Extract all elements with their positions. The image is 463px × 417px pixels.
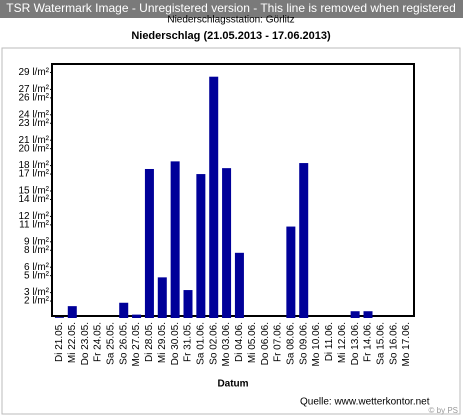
chart-frame <box>1 47 461 415</box>
x-tick-label: Do 13.06. <box>350 322 361 365</box>
x-tick-label: Mo 17.06. <box>401 322 412 366</box>
x-tick-label: Do 30.05. <box>170 322 181 365</box>
x-tick-label: Di 11.06. <box>324 322 335 361</box>
x-tick-label: Mo 10.06. <box>311 322 322 366</box>
bar <box>54 317 64 318</box>
bar <box>350 311 360 318</box>
bar <box>196 174 206 318</box>
x-tick-label: Mi 29.05. <box>157 322 168 363</box>
y-tick-label: 3 l/m² <box>24 287 50 298</box>
y-tick-label: 20 l/m² <box>18 143 49 154</box>
y-tick-label: 12 l/m² <box>18 211 49 222</box>
x-tick-label: Do 23.05. <box>80 322 91 365</box>
x-tick-label: So 09.06. <box>298 322 309 365</box>
y-tick-label: 29 l/m² <box>18 67 49 78</box>
x-tick-label: Fr 24.05. <box>93 322 104 362</box>
y-tick-label: 14 l/m² <box>18 194 49 205</box>
x-axis-title: Datum <box>217 379 248 390</box>
x-tick-label: So 02.06. <box>208 322 219 365</box>
bar <box>67 306 77 318</box>
chart-title: Niederschlag (21.05.2013 - 17.06.2013) <box>131 30 331 42</box>
bar <box>299 163 309 318</box>
x-tick-label: Di 28.05. <box>144 322 155 362</box>
x-tick-label: Mo 27.05. <box>131 322 142 366</box>
x-tick-label: Sa 08.06. <box>285 322 296 365</box>
bar <box>144 168 154 318</box>
bar <box>157 277 167 318</box>
x-tick-label: Sa 15.06. <box>375 322 386 365</box>
y-tick-label: 2 l/m² <box>24 296 50 307</box>
x-tick-label: Fr 14.06. <box>363 322 374 362</box>
bar <box>286 226 296 318</box>
bar <box>363 311 373 318</box>
x-tick-label: Fr 31.05. <box>183 322 194 362</box>
bar <box>132 314 142 318</box>
chart-subtitle: Niederschlagsstation: Görlitz <box>167 15 294 26</box>
x-tick-label: Mi 12.06. <box>337 322 348 363</box>
y-tick-label: 27 l/m² <box>18 84 49 95</box>
x-tick-label: So 16.06. <box>388 322 399 365</box>
x-tick-label: Fr 07.06. <box>273 322 284 362</box>
y-tick-label: 23 l/m² <box>18 118 49 129</box>
watermark: TSR Watermark Image - Unregistered versi… <box>6 1 456 15</box>
credit: © by PS <box>429 406 458 415</box>
y-tick-label: 5 l/m² <box>24 270 50 281</box>
source: Quelle: www.wetterkontor.net <box>300 397 430 408</box>
x-tick-label: Mo 03.06. <box>221 322 232 366</box>
bar <box>222 168 232 318</box>
y-tick-label: 24 l/m² <box>18 109 49 120</box>
y-tick-label: 9 l/m² <box>24 236 50 247</box>
plot-frame <box>51 63 415 317</box>
x-tick-label: So 26.05. <box>118 322 129 365</box>
watermark-band <box>0 0 463 18</box>
x-tick-label: Do 06.06. <box>260 322 271 365</box>
y-tick-label: 11 l/m² <box>19 220 49 231</box>
y-tick-label: 21 l/m² <box>18 135 49 146</box>
x-tick-label: Mi 05.06. <box>247 322 258 363</box>
bar <box>119 302 129 318</box>
bar <box>183 290 193 318</box>
bar <box>209 76 219 318</box>
y-tick-label: 17 l/m² <box>18 169 49 180</box>
y-tick-label: 6 l/m² <box>24 262 50 273</box>
x-tick-label: Di 21.05. <box>54 322 65 362</box>
y-tick-label: 18 l/m² <box>18 160 49 171</box>
x-tick-label: Sa 01.06. <box>195 322 206 365</box>
y-tick-label: 15 l/m² <box>18 186 49 197</box>
bar <box>170 161 180 318</box>
bar <box>234 252 244 318</box>
x-tick-label: Di 04.06. <box>234 322 245 362</box>
x-tick-label: Mi 22.05. <box>67 322 78 363</box>
x-tick-label: Sa 25.05. <box>105 322 116 365</box>
y-tick-label: 8 l/m² <box>24 245 50 256</box>
y-tick-label: 26 l/m² <box>18 93 49 104</box>
